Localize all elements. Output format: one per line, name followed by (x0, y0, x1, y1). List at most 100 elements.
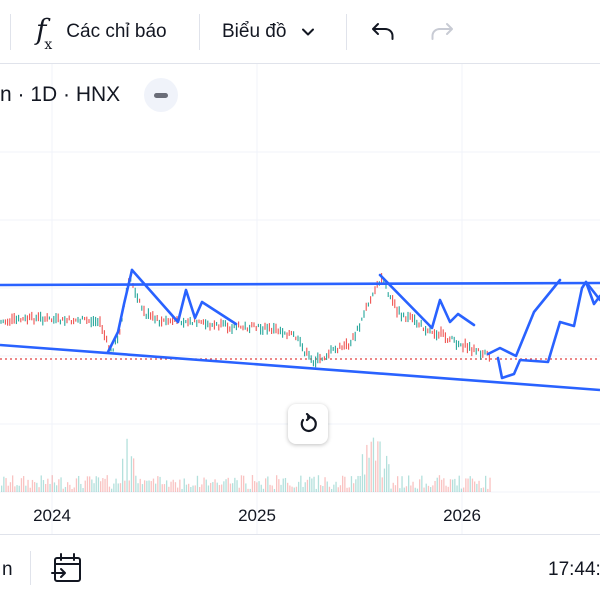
volume-bar (359, 475, 361, 492)
volume-bar (458, 475, 460, 492)
volume-bar (425, 483, 427, 492)
volume-bar (482, 487, 485, 492)
volume-bar (421, 475, 423, 492)
undo-button[interactable] (369, 0, 397, 64)
volume-bar (100, 481, 102, 492)
volume-bar (205, 479, 207, 492)
volume-bar (141, 484, 144, 492)
volume-bar (273, 488, 276, 492)
x-tick-label: 2024 (33, 506, 71, 525)
toolbar-divider (346, 14, 347, 50)
volume-bar (111, 488, 113, 492)
volume-bar (410, 485, 412, 492)
volume-bar (212, 482, 214, 492)
volume-bar (311, 478, 313, 492)
volume-bar (12, 475, 14, 492)
volume-bar (309, 476, 311, 492)
volume-bar (42, 480, 45, 492)
price-chart[interactable] (0, 64, 600, 534)
volume-bar (155, 483, 157, 492)
time-axis[interactable]: 2024 2025 2026 (0, 498, 600, 534)
volume-bar (218, 485, 221, 492)
volume-bar (280, 484, 282, 492)
volume-bar (82, 488, 84, 492)
volume-bar (414, 487, 416, 492)
volume-bar (159, 476, 161, 492)
volume-bar (95, 476, 97, 492)
volume-bar (214, 479, 216, 492)
top-toolbar: fx Các chỉ báo Biểu đồ (0, 0, 600, 64)
volume-bar (97, 477, 100, 492)
volume-bar (390, 488, 392, 492)
go-to-date-button[interactable] (50, 551, 86, 587)
volume-bar (474, 481, 476, 492)
volume-bar (117, 483, 119, 492)
volume-bar (229, 483, 232, 492)
symbol-legend[interactable]: n · 1D · HNX (0, 80, 120, 110)
volume-bar (236, 480, 238, 492)
volume-bar (441, 479, 443, 492)
drawing-polyline (496, 280, 600, 380)
reset-chart-button[interactable] (288, 404, 328, 444)
volume-bar (397, 476, 399, 492)
volume-bar (69, 484, 71, 492)
volume-bar (16, 485, 18, 492)
volume-bar (370, 441, 372, 492)
volume-bar (7, 485, 9, 492)
volume-bar (452, 479, 454, 492)
volume-bar (377, 441, 379, 492)
volume-bar (478, 480, 480, 492)
volume-bar (133, 458, 135, 492)
volume-bar (18, 485, 20, 492)
drawing-polyline (486, 278, 562, 358)
volume-bar (225, 479, 227, 492)
volume-bar (1, 485, 3, 492)
collapse-legend-button[interactable] (144, 78, 178, 112)
volume-bar (463, 487, 465, 492)
volume-bar (45, 483, 47, 492)
volume-bar (302, 486, 304, 492)
volume-bar (333, 484, 335, 492)
volume-bar (27, 479, 29, 492)
volume-bar (130, 456, 133, 492)
volume-bar (172, 479, 174, 492)
volume-bar (287, 482, 289, 492)
volume-bar (25, 485, 27, 492)
volume-bar (412, 481, 414, 492)
chart-type-button[interactable]: Biểu đồ (222, 0, 316, 64)
volume-bar (454, 478, 456, 492)
volume-bar (260, 484, 262, 492)
volume-bar (427, 485, 430, 492)
drawing-polyline (106, 268, 134, 354)
volume-bar (267, 476, 269, 492)
volume-bar (364, 474, 366, 492)
volume-bar (58, 479, 60, 492)
volume-bar (146, 480, 148, 492)
volume-bar (119, 483, 122, 492)
volume-bar (163, 484, 166, 492)
drawing-polyline (130, 268, 238, 326)
volume-bar (485, 475, 487, 492)
chart-type-label: Biểu đồ (222, 21, 287, 42)
volume-bar (284, 477, 287, 492)
volume-bar (113, 483, 115, 492)
volume-bar (139, 478, 141, 492)
volume-bar (62, 488, 64, 492)
volume-bar (170, 481, 172, 492)
volume-bar (192, 485, 194, 492)
volume-bar (386, 455, 388, 492)
volume-bar (78, 475, 80, 492)
trend-line (0, 281, 600, 287)
redo-button[interactable] (428, 0, 456, 64)
volume-bar (227, 477, 229, 492)
volume-bar (190, 486, 192, 492)
volume-bar (313, 476, 315, 492)
volume-bar (185, 484, 188, 492)
indicators-button[interactable]: fx Các chỉ báo (36, 0, 167, 64)
redo-icon (431, 23, 453, 40)
volume-bar (416, 488, 419, 492)
volume-bar (106, 475, 108, 492)
volume-bar (366, 444, 368, 492)
bottom-divider (30, 551, 31, 585)
volume-bar (157, 476, 159, 492)
